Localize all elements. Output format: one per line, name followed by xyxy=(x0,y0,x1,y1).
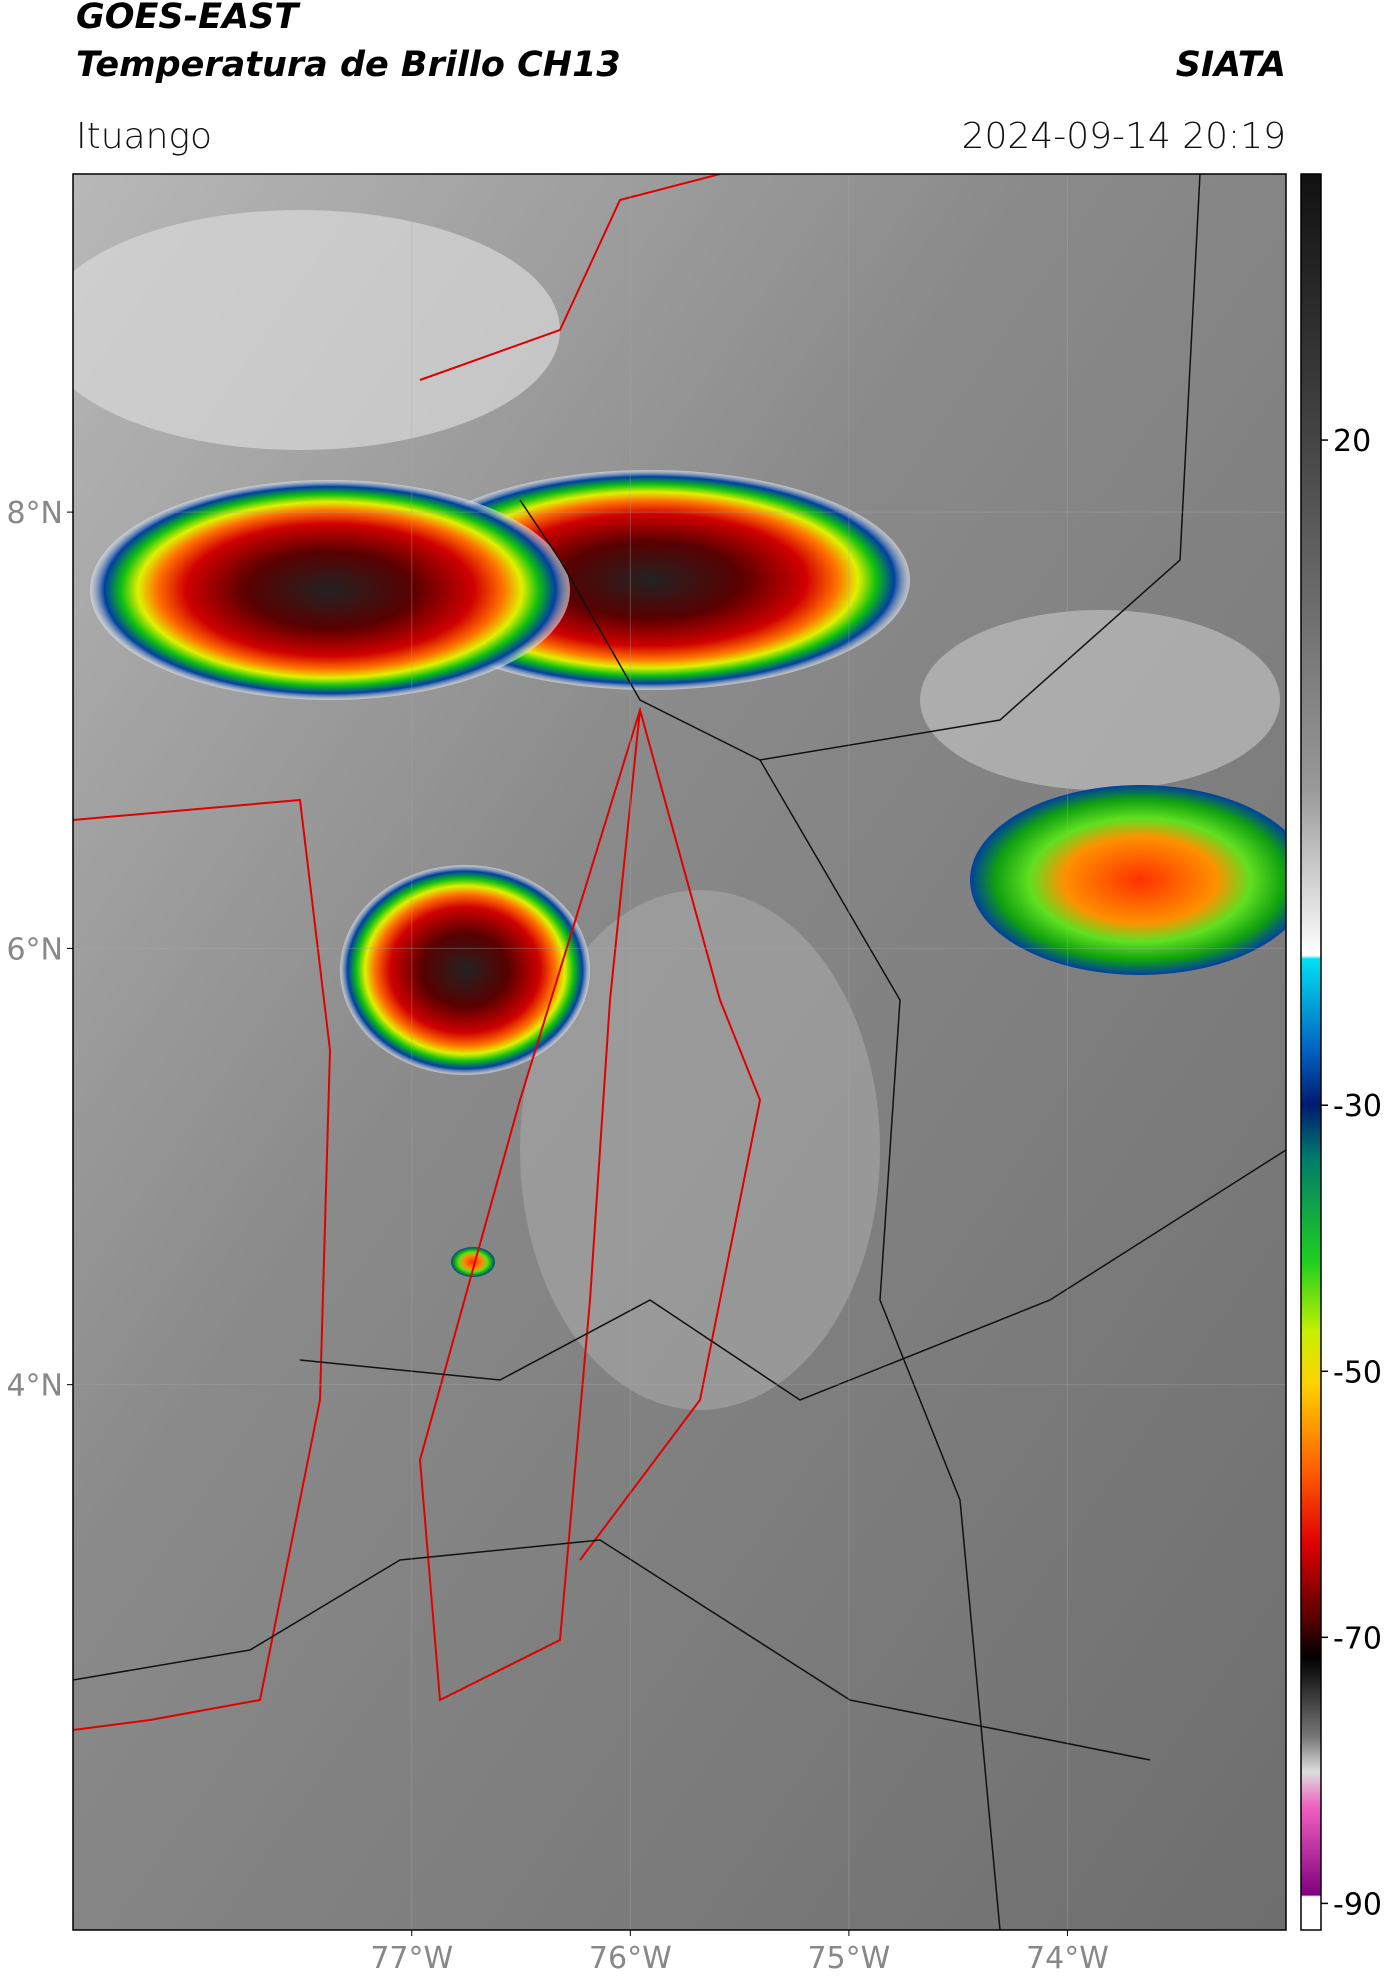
colorbar-label: -70 xyxy=(1333,1621,1382,1656)
x-tick-label: 76°W xyxy=(589,1941,672,1976)
title: Temperatura de Brillo CH13 xyxy=(76,45,621,85)
cloud xyxy=(73,210,560,450)
y-tick-label: 6°N xyxy=(6,932,63,967)
border xyxy=(418,706,762,1702)
y-tick-label: 8°N xyxy=(6,496,63,531)
colorbar-label: -90 xyxy=(1333,1887,1382,1922)
colorbar xyxy=(1300,173,1322,1931)
storm xyxy=(970,785,1286,975)
y-tick-label: 4°N xyxy=(6,1369,63,1404)
colorbar-label: -30 xyxy=(1333,1089,1382,1124)
x-tick-label: 77°W xyxy=(370,1941,453,1976)
border xyxy=(73,798,332,1731)
storm xyxy=(451,1247,495,1277)
storm xyxy=(90,480,570,700)
x-tick-label: 75°W xyxy=(807,1941,890,1976)
border xyxy=(419,174,721,381)
cloud xyxy=(520,890,880,1410)
map-frame xyxy=(72,173,1287,1931)
datetime: 2024-09-14 20:19 xyxy=(962,116,1286,157)
border xyxy=(759,759,1001,1930)
location: Ituango xyxy=(76,116,212,157)
storm xyxy=(340,865,590,1075)
cloud xyxy=(920,610,1280,790)
border xyxy=(299,1149,1286,1401)
border xyxy=(73,1539,1151,1761)
graticule xyxy=(73,174,1286,1930)
colorbar-label: 20 xyxy=(1333,424,1371,459)
title: GOES-EAST xyxy=(76,0,301,37)
x-tick-label: 74°W xyxy=(1026,1941,1109,1976)
org: SIATA xyxy=(1176,45,1286,85)
colorbar-label: -50 xyxy=(1333,1355,1382,1390)
map xyxy=(73,174,1286,1930)
